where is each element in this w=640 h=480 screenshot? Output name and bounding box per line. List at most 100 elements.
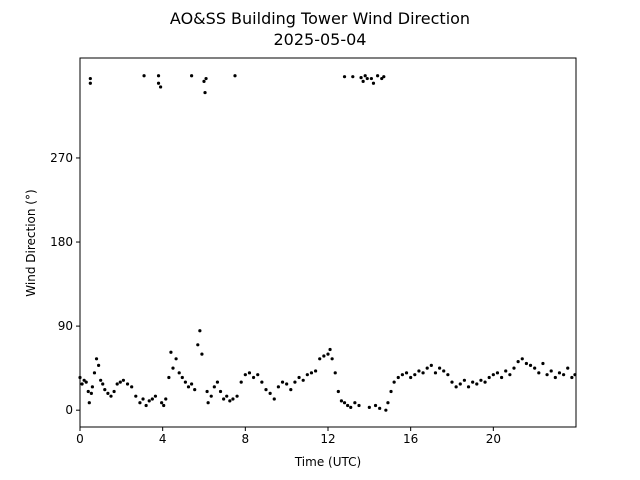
data-point: [215, 380, 220, 384]
data-point: [235, 394, 239, 398]
data-point: [186, 385, 191, 389]
data-point: [389, 389, 393, 394]
data-point: [156, 74, 161, 78]
data-point: [147, 399, 151, 403]
data-point: [471, 380, 475, 384]
data-point: [121, 378, 125, 382]
data-point: [533, 366, 537, 370]
data-point: [342, 401, 347, 405]
data-point: [233, 74, 237, 78]
data-point: [479, 378, 483, 382]
data-point: [346, 403, 350, 408]
data-point: [97, 363, 101, 367]
data-point: [204, 76, 208, 81]
data-point: [231, 397, 235, 401]
data-point: [87, 401, 91, 405]
data-point: [508, 373, 512, 377]
data-point: [326, 352, 330, 356]
data-point: [305, 373, 309, 377]
data-point: [193, 388, 197, 392]
data-point: [365, 76, 369, 81]
data-point: [293, 380, 297, 384]
data-point: [212, 385, 216, 389]
data-point: [190, 382, 194, 386]
data-point: [384, 408, 388, 412]
data-point: [371, 81, 376, 85]
data-point: [570, 375, 574, 380]
data-point: [101, 382, 105, 386]
data-point: [183, 380, 187, 384]
x-tick-label: 12: [320, 432, 335, 446]
x-tick-label: 0: [76, 432, 84, 446]
data-point: [328, 347, 332, 352]
data-point: [516, 360, 520, 364]
data-point: [541, 361, 545, 366]
data-point: [386, 401, 390, 405]
data-point: [409, 375, 413, 380]
data-point: [500, 375, 504, 380]
data-point: [417, 369, 421, 373]
data-point: [92, 371, 97, 375]
x-tick-label: 8: [242, 432, 250, 446]
data-point: [301, 378, 305, 382]
data-point: [421, 371, 425, 375]
data-point: [549, 369, 553, 373]
data-point: [339, 399, 344, 403]
data-point: [382, 75, 386, 79]
data-point: [322, 354, 326, 358]
data-point: [99, 378, 103, 382]
data-point: [487, 375, 491, 380]
data-point: [164, 397, 168, 401]
x-tick-label: 20: [486, 432, 501, 446]
data-point: [198, 329, 202, 333]
data-point: [367, 405, 371, 409]
y-tick-label: 180: [50, 235, 73, 249]
data-point: [309, 371, 314, 375]
data-point: [167, 375, 171, 380]
data-point: [318, 357, 322, 361]
data-point: [433, 371, 438, 375]
data-point: [425, 366, 429, 370]
data-point: [260, 380, 264, 384]
data-point: [205, 389, 209, 394]
data-point: [504, 369, 508, 373]
data-point: [150, 397, 154, 401]
data-point: [206, 401, 210, 405]
data-point: [349, 405, 353, 409]
data-point: [80, 382, 84, 386]
data-point: [573, 373, 577, 377]
data-point: [351, 75, 355, 79]
data-point: [376, 74, 380, 78]
data-point: [239, 380, 243, 384]
y-tick-label: 270: [50, 151, 73, 165]
data-point: [268, 391, 272, 395]
data-point: [200, 352, 204, 356]
data-point: [84, 380, 88, 384]
data-point: [106, 391, 110, 395]
data-point: [112, 389, 116, 394]
data-point: [361, 79, 365, 83]
data-point: [222, 397, 226, 401]
data-point: [413, 373, 417, 377]
data-point: [174, 357, 178, 361]
data-point: [363, 74, 367, 78]
data-point: [400, 373, 404, 377]
data-point: [524, 361, 529, 366]
data-point: [333, 371, 337, 375]
data-point: [202, 79, 206, 83]
data-point: [276, 385, 280, 389]
data-point: [171, 366, 175, 370]
data-point: [125, 382, 130, 386]
data-point: [553, 375, 557, 380]
data-point: [177, 371, 181, 375]
data-point: [380, 76, 384, 81]
data-point: [272, 397, 276, 401]
data-point: [353, 401, 357, 405]
data-point: [297, 375, 301, 380]
chart-subtitle: 2025-05-04: [274, 30, 367, 49]
y-tick-label: 0: [65, 403, 73, 417]
data-point: [90, 385, 94, 389]
data-point: [169, 350, 173, 354]
data-point: [483, 380, 487, 384]
